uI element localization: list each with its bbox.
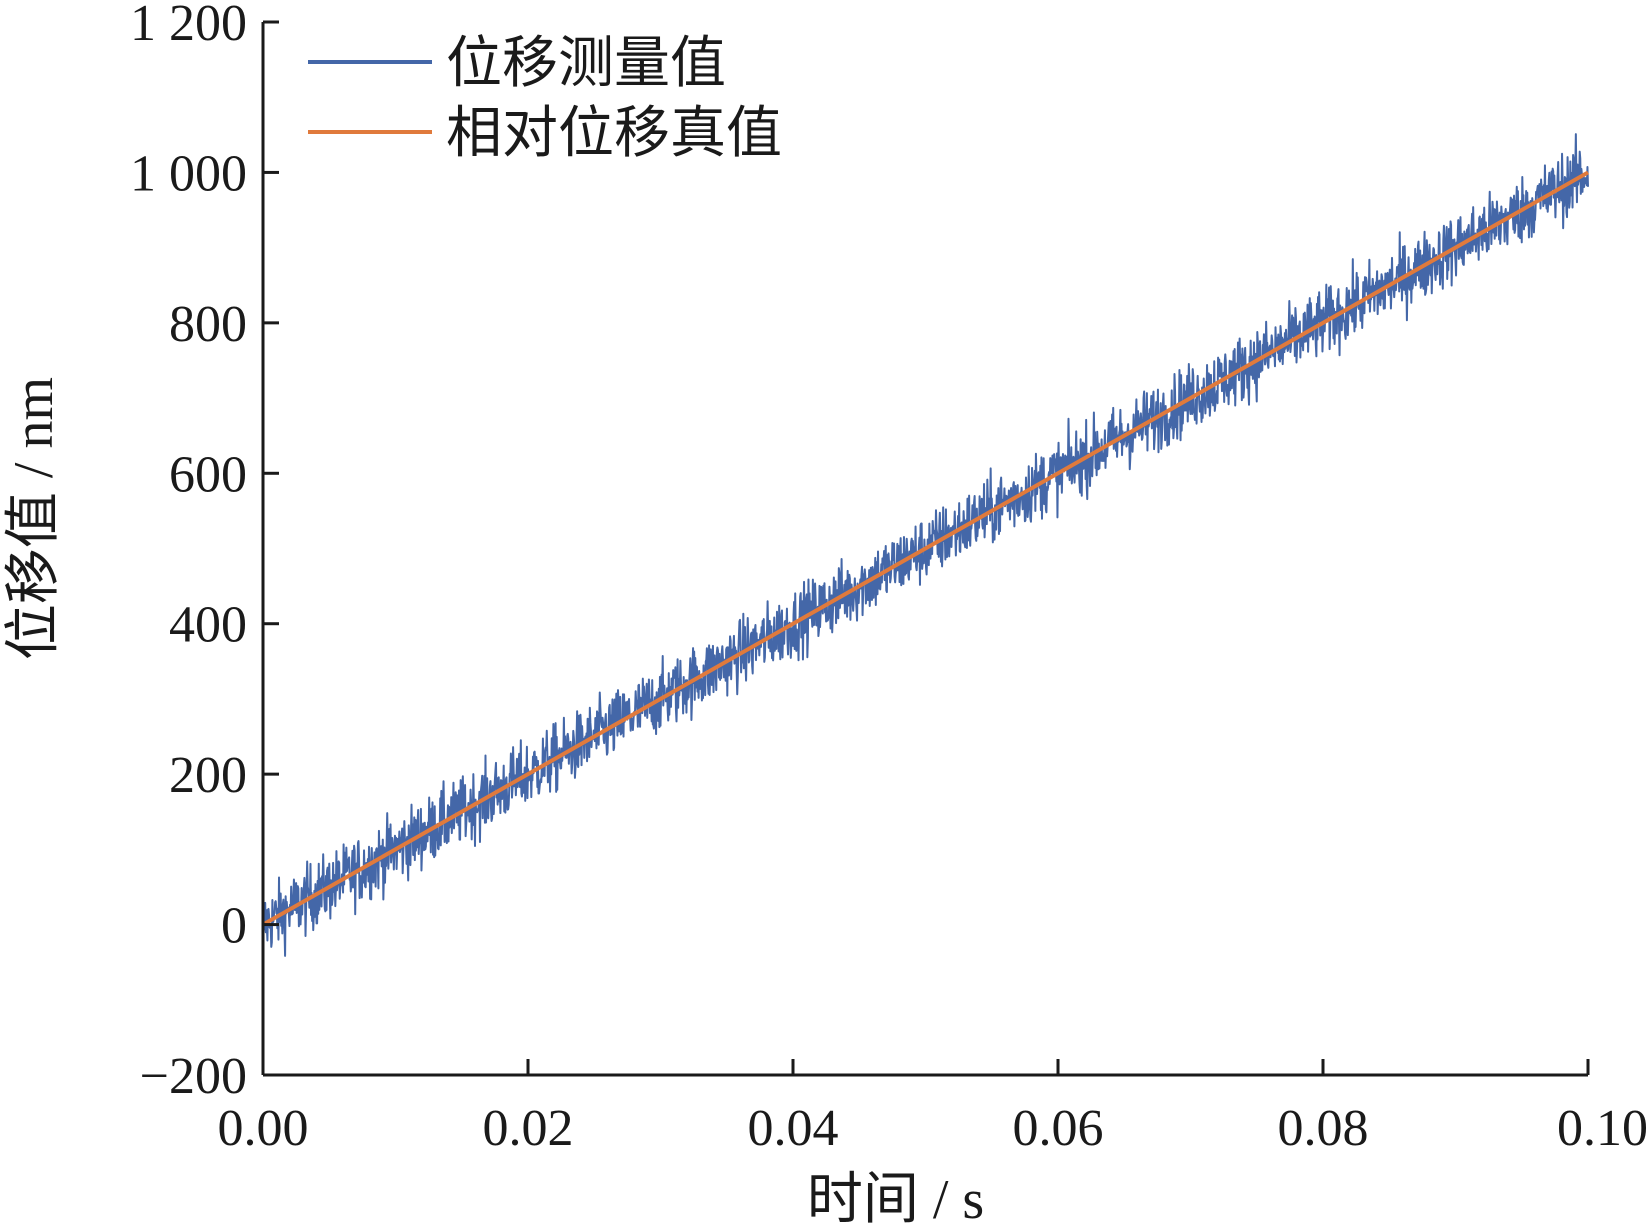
y-tick-label: 0 [221,898,247,955]
y-tick-label: 1 000 [130,145,247,202]
legend: 位移测量值 相对位移真值 [308,33,782,165]
legend-label-true: 相对位移真值 [446,103,782,165]
series-line-measured [262,133,1589,957]
x-tick-label: 0.00 [218,1100,309,1157]
x-tick-label: 0.06 [1013,1100,1104,1157]
plot-area [262,133,1589,957]
x-tick-label: 0.04 [748,1100,839,1157]
y-axis-label: 位移值 / nm [3,377,65,660]
y-tick-label: 800 [169,296,247,353]
series-line-true [262,170,1589,927]
y-ticks: −200 0 200 400 600 800 1 000 1 200 [130,0,279,1105]
y-tick-label: −200 [140,1048,247,1105]
y-tick-label: 1 200 [130,0,247,52]
x-ticks: 0.00 0.02 0.04 0.06 0.08 0.10 [218,1059,1648,1157]
y-tick-label: 200 [169,747,247,804]
y-tick-label: 600 [169,446,247,503]
x-tick-label: 0.02 [483,1100,574,1157]
x-axis-label: 时间 / s [807,1169,984,1228]
x-tick-label: 0.10 [1557,1100,1648,1157]
x-tick-label: 0.08 [1278,1100,1369,1157]
y-tick-label: 400 [169,597,247,654]
legend-label-measured: 位移测量值 [446,33,726,95]
